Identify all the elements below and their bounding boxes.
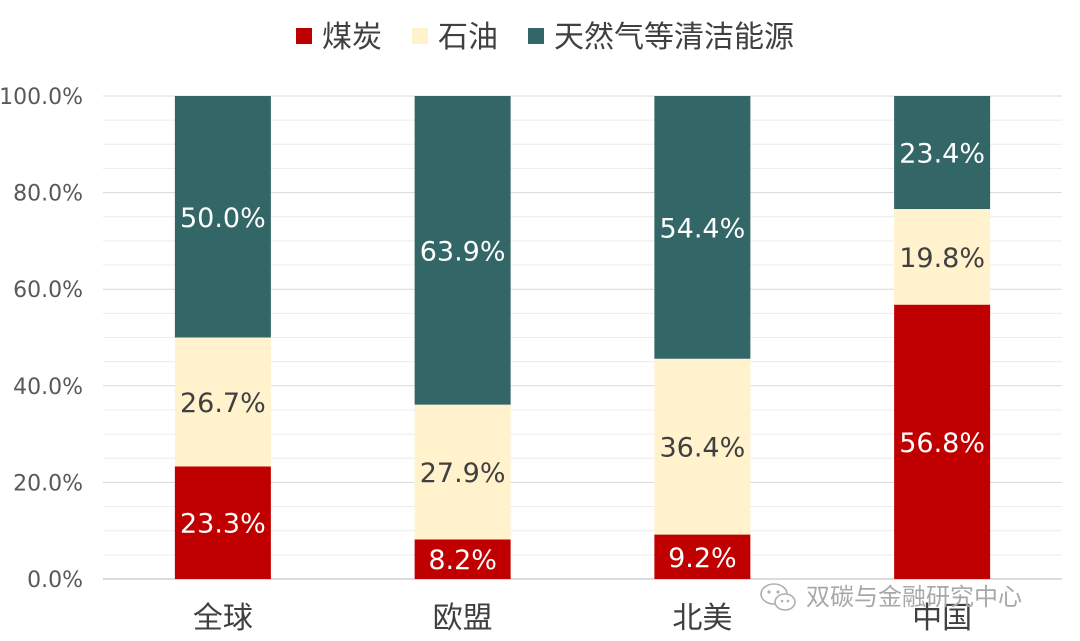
data-label: 23.4% — [899, 139, 985, 170]
bar-segment — [414, 539, 511, 579]
bar-segment — [174, 466, 271, 579]
data-label: 27.9% — [420, 458, 506, 489]
bar-segment — [654, 358, 751, 535]
x-category-label: 北美 — [672, 601, 732, 636]
legend-label: 天然气等清洁能源 — [554, 20, 794, 55]
y-tick-label: 80.0% — [13, 182, 83, 207]
wechat-icon — [760, 583, 796, 611]
data-label: 36.4% — [659, 433, 745, 464]
bar-segment — [414, 404, 511, 540]
legend-label: 煤炭 — [322, 20, 382, 55]
bars: 23.3% 26.7% 50.0% 8.2% 27.9% 63.9% 9.2% 36.4% 54… — [174, 96, 991, 579]
data-label: 9.2% — [668, 543, 737, 574]
bar-segment — [654, 96, 751, 359]
data-label: 54.4% — [659, 213, 745, 244]
legend-swatch — [412, 28, 428, 44]
legend-swatch — [296, 28, 312, 44]
y-tick-label: 20.0% — [13, 471, 83, 496]
data-label: 19.8% — [899, 243, 985, 274]
legend-label: 石油 — [438, 20, 498, 55]
x-category-label: 中国 — [912, 601, 972, 636]
bar-segment — [894, 304, 991, 579]
bar-segment — [414, 96, 511, 405]
y-tick-label: 40.0% — [13, 375, 83, 400]
bar-segment — [654, 534, 751, 579]
data-label: 50.0% — [180, 203, 266, 234]
x-category-label: 欧盟 — [433, 601, 493, 636]
watermark-text: 双碳与金融研究中心 — [806, 583, 1022, 611]
data-label: 23.3% — [180, 509, 266, 540]
x-category-label: 全球 — [193, 601, 253, 636]
y-tick-label: 60.0% — [13, 278, 83, 303]
bar-segment — [174, 96, 271, 338]
legend: 煤炭 石油 天然气等清洁能源 — [296, 20, 794, 55]
bar-segment — [894, 209, 991, 305]
data-label: 26.7% — [180, 388, 266, 419]
watermark: 双碳与金融研究中心 — [760, 583, 1022, 611]
y-tick-label: 0.0% — [27, 568, 83, 593]
x-axis: 全球 欧盟 北美 中国 — [193, 601, 972, 636]
y-tick-label: 100.0% — [0, 85, 83, 110]
bar-segment — [174, 337, 271, 467]
legend-swatch — [528, 28, 544, 44]
data-label: 63.9% — [420, 236, 506, 267]
bar-segment — [894, 96, 991, 210]
data-label: 56.8% — [899, 428, 985, 459]
y-axis: 0.0% 20.0% 40.0% 60.0% 80.0% 100.0% — [0, 85, 83, 593]
data-label: 8.2% — [428, 545, 497, 576]
